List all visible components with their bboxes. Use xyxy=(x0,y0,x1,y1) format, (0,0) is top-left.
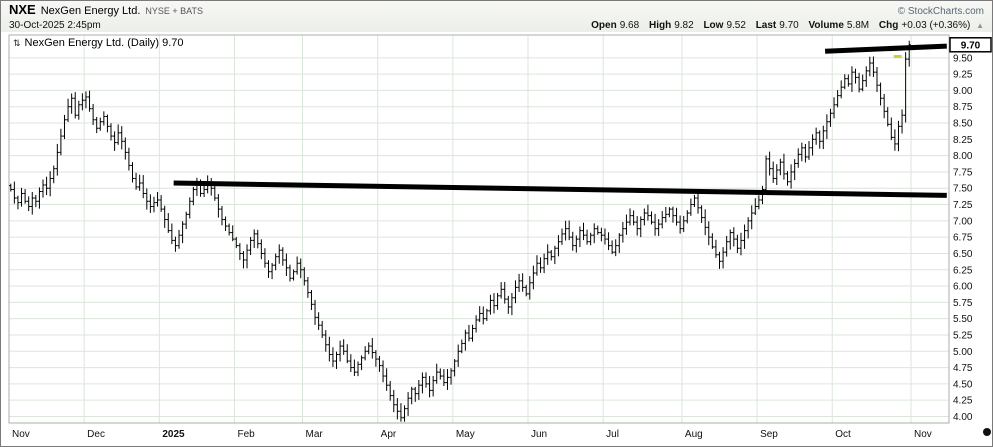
x-axis-label: May xyxy=(456,429,475,440)
quote-chg-value: +0.03 (+0.36%) xyxy=(901,20,971,31)
x-axis-label: Feb xyxy=(238,429,256,440)
y-axis-label: 5.75 xyxy=(953,298,973,309)
y-axis-label: 4.75 xyxy=(953,363,973,374)
quote-volume-label: Volume xyxy=(808,20,844,31)
ticker-symbol: NXE xyxy=(9,2,36,17)
plot-title-text: NexGen Energy Ltd. (Daily) 9.70 xyxy=(24,37,184,49)
quote-high-value: 9.82 xyxy=(674,20,694,31)
y-axis-label: 8.50 xyxy=(953,119,973,130)
y-axis-label: 5.50 xyxy=(953,314,973,325)
quote-low-label: Low xyxy=(703,20,724,31)
y-axis-label: 8.25 xyxy=(953,135,973,146)
company-name: NexGen Energy Ltd. xyxy=(40,5,141,17)
y-axis-label: 5.25 xyxy=(953,330,973,341)
y-axis-label: 4.00 xyxy=(953,412,973,423)
y-axis-label: 9.25 xyxy=(953,70,973,81)
quote-volume-value: 5.8M xyxy=(846,20,870,31)
x-axis-label: Jun xyxy=(531,429,547,440)
last-price-label: 9.70 xyxy=(961,40,981,51)
x-axis-label: Oct xyxy=(835,429,851,440)
last-price-box xyxy=(949,37,992,53)
quote-last-value: 9.70 xyxy=(779,20,799,31)
price-up-arrow-icon: ▲ xyxy=(976,21,984,30)
quote-summary: Open 9.68 High 9.82 Low 9.52 Last 9.70 Volum… xyxy=(584,19,984,33)
x-axis-label: Nov xyxy=(914,429,932,440)
exchange-label: NYSE + BATS xyxy=(145,6,204,16)
quote-chg-label: Chg xyxy=(878,20,899,31)
x-axis-label: Dec xyxy=(87,429,105,440)
horizontal-resistance-line[interactable] xyxy=(173,180,947,198)
highlight-mark xyxy=(893,55,902,59)
resize-handle-dot[interactable] xyxy=(983,428,991,436)
y-axis-label: 8.00 xyxy=(953,151,973,162)
x-axis-label: Aug xyxy=(685,429,703,440)
plot-title: ⇅ NexGen Energy Ltd. (Daily) 9.70 xyxy=(13,37,184,49)
y-axis-label: 8.75 xyxy=(953,102,973,113)
y-axis-label: 7.25 xyxy=(953,200,973,211)
y-axis-label: 6.75 xyxy=(953,233,973,244)
y-axis-label: 6.00 xyxy=(953,282,973,293)
upper-resistance-line[interactable] xyxy=(824,43,947,54)
quote-last-label: Last xyxy=(755,20,777,31)
x-axis-label: Jul xyxy=(606,429,619,440)
quote-low-value: 9.52 xyxy=(726,20,746,31)
x-axis-label: Sep xyxy=(760,429,778,440)
x-axis-label: Mar xyxy=(306,429,324,440)
y-axis-label: 6.25 xyxy=(953,265,973,276)
y-axis-label: 9.00 xyxy=(953,86,973,97)
x-axis-label: 2025 xyxy=(162,429,185,440)
y-axis-label: 9.50 xyxy=(953,53,973,64)
y-axis-label: 4.50 xyxy=(953,379,973,390)
y-axis-label: 5.00 xyxy=(953,347,973,358)
plot-border xyxy=(8,34,950,424)
instrument-line: NXE NexGen Energy Ltd. NYSE + BATS xyxy=(9,3,203,18)
price-scale-icon: ⇅ xyxy=(13,37,21,48)
y-axis-label: 6.50 xyxy=(953,249,973,260)
chart-header: NXE NexGen Energy Ltd. NYSE + BATS © Stock… xyxy=(1,1,992,32)
quote-high-label: High xyxy=(648,20,672,31)
x-axis-label: Apr xyxy=(381,429,397,440)
quote-open-label: Open xyxy=(591,20,617,31)
y-axis-label: 7.75 xyxy=(953,167,973,178)
y-axis-label: 4.25 xyxy=(953,396,973,407)
price-chart-canvas: 4.00 4.25 4.50 4.75 5.00 5.25 5.50 5.75 6.00 6.25… xyxy=(8,34,992,440)
x-axis-label: Nov xyxy=(12,429,30,440)
quote-open-value: 9.68 xyxy=(619,20,640,31)
stockcharts-copyright-link[interactable]: © StockCharts.com xyxy=(897,6,984,17)
y-axis-label: 7.00 xyxy=(953,216,973,227)
quote-timestamp: 30-Oct-2025 2:45pm xyxy=(9,20,101,31)
y-axis-label: 7.50 xyxy=(953,184,973,195)
